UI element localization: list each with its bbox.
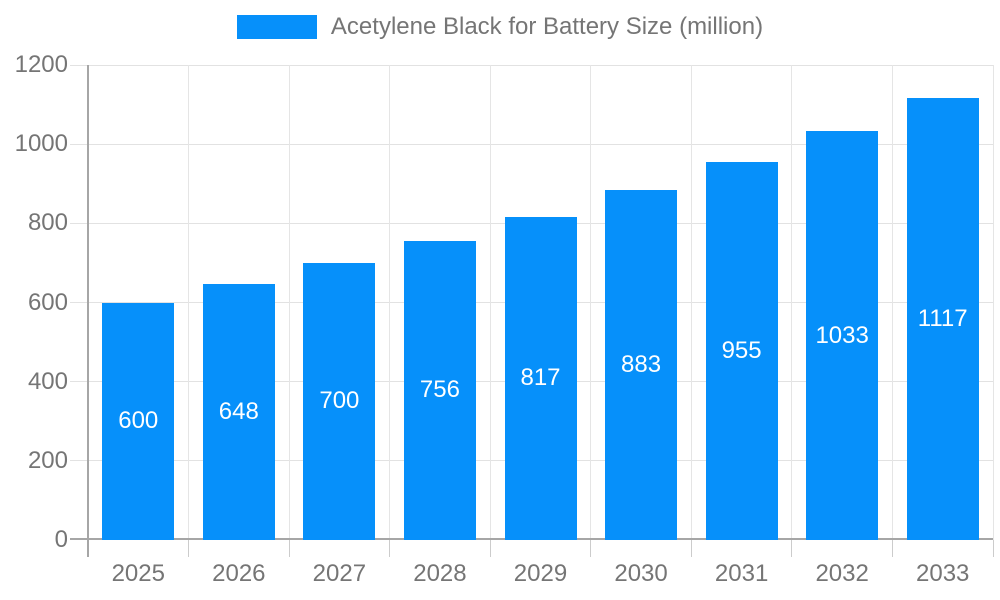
y-tick-label: 200 <box>27 446 68 474</box>
x-axis-tick <box>891 540 893 557</box>
x-gridline <box>891 65 893 540</box>
y-gridline <box>70 64 993 66</box>
y-tick-label: 400 <box>27 367 68 395</box>
x-gridline <box>288 65 290 540</box>
bar-2025[interactable]: 600 <box>102 302 175 540</box>
bar-value-label: 955 <box>721 336 762 364</box>
x-gridline <box>489 65 491 540</box>
bar-value-label: 648 <box>218 397 259 425</box>
y-axis-line <box>87 65 89 557</box>
bar-value-label: 1117 <box>917 304 968 332</box>
y-tick-label: 600 <box>27 288 68 316</box>
x-tick-label: 2031 <box>714 560 769 587</box>
y-tick-label: 800 <box>27 209 68 237</box>
bar-2029[interactable]: 817 <box>504 216 577 540</box>
x-axis-tick <box>188 540 190 557</box>
bar-2030[interactable]: 883 <box>605 190 678 540</box>
x-gridline <box>590 65 592 540</box>
bar-value-label: 756 <box>419 376 460 404</box>
bar-value-label: 700 <box>319 387 360 415</box>
x-axis-tick <box>690 540 692 557</box>
x-gridline <box>992 65 994 540</box>
y-tick-label: 1200 <box>14 51 68 78</box>
x-tick-label: 2030 <box>614 560 668 587</box>
x-tick-label: 2032 <box>815 560 869 587</box>
x-gridline <box>188 65 190 540</box>
bar-value-label: 883 <box>621 351 662 379</box>
legend: Acetylene Black for Battery Size (millio… <box>0 13 1000 41</box>
bar-2028[interactable]: 756 <box>403 240 476 540</box>
bar-2033[interactable]: 1117 <box>906 97 979 540</box>
x-axis-tick <box>489 540 491 557</box>
y-tick-label: 1000 <box>14 130 68 158</box>
x-tick-label: 2025 <box>111 560 165 587</box>
y-tick-label: 0 <box>54 526 68 553</box>
bar-value-label: 600 <box>118 407 159 435</box>
bar-2026[interactable]: 648 <box>202 283 275 540</box>
bar-2032[interactable]: 1033 <box>806 131 879 540</box>
x-tick-label: 2033 <box>916 560 970 587</box>
legend-swatch-icon <box>236 15 317 39</box>
bar-value-label: 1033 <box>815 321 869 349</box>
y-gridline <box>70 143 993 145</box>
x-gridline <box>791 65 793 540</box>
x-axis-tick <box>288 540 290 557</box>
bar-2027[interactable]: 700 <box>303 262 376 540</box>
bar-value-label: 817 <box>520 364 561 392</box>
x-gridline <box>389 65 391 540</box>
x-tick-label: 2029 <box>513 560 568 587</box>
legend-item[interactable]: Acetylene Black for Battery Size (millio… <box>236 13 764 41</box>
plot-area: 600 648 700 756 817 883 955 1033 1117 <box>70 64 994 557</box>
x-tick-label: 2026 <box>212 560 266 587</box>
legend-label: Acetylene Black for Battery Size (millio… <box>330 13 764 40</box>
x-axis-tick <box>590 540 592 557</box>
x-axis-tick <box>992 540 994 557</box>
x-axis-tick <box>389 540 391 557</box>
x-gridline <box>690 65 692 540</box>
bar-2031[interactable]: 955 <box>705 161 778 540</box>
x-axis-tick <box>791 540 793 557</box>
x-tick-label: 2027 <box>312 560 367 587</box>
x-tick-label: 2028 <box>413 560 467 587</box>
